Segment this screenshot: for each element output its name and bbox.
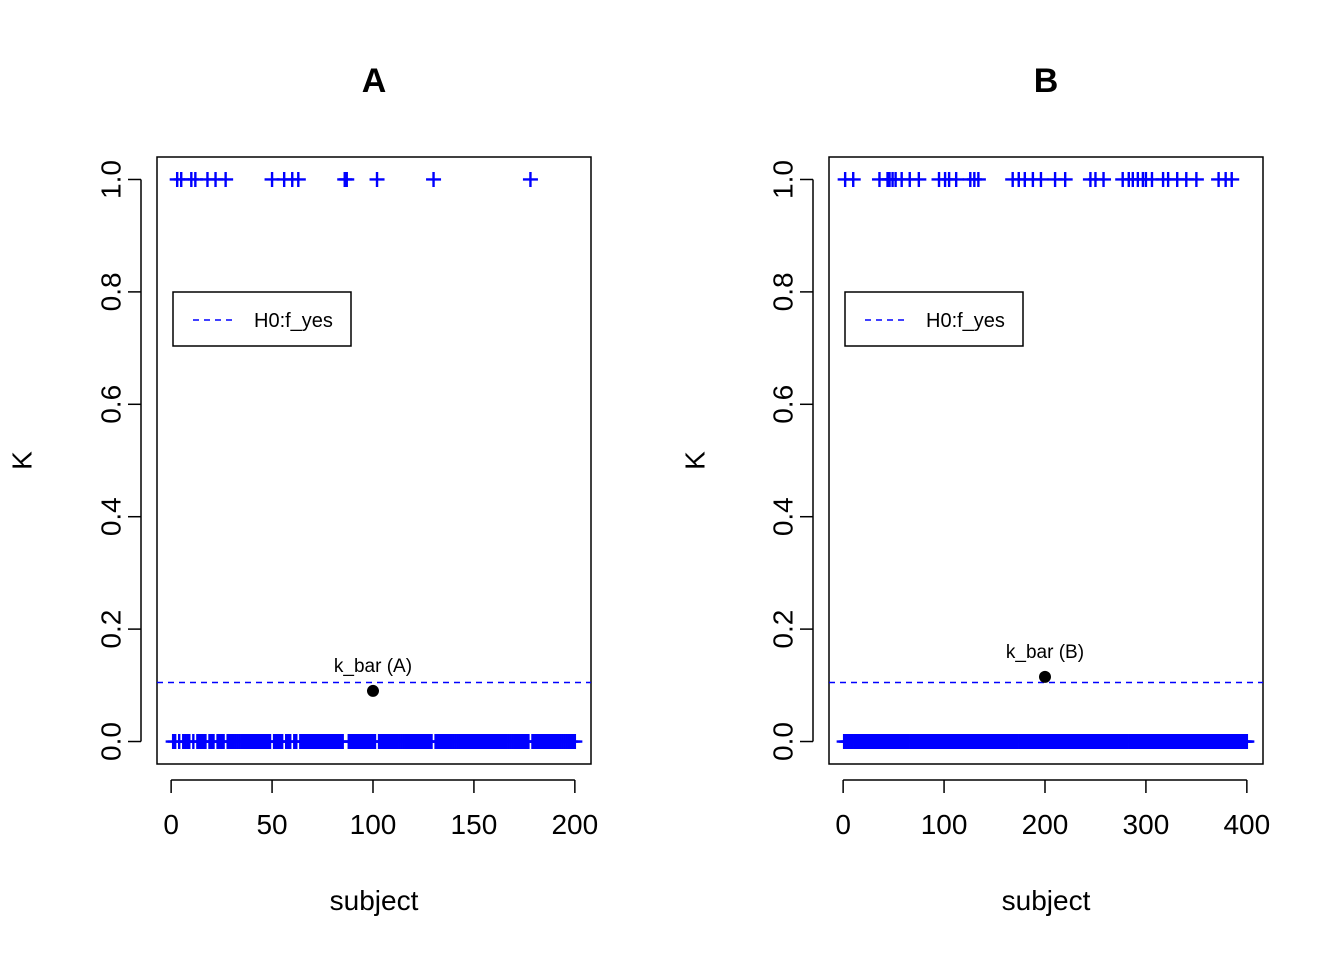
- x-axis-label: subject: [1002, 885, 1091, 916]
- y-tick-label: 0.8: [96, 272, 127, 311]
- x-tick-label: 100: [350, 809, 397, 840]
- data-point-yes: [1224, 171, 1240, 187]
- legend-box: [172, 291, 352, 347]
- data-point-yes: [290, 171, 306, 187]
- data-point-yes: [522, 171, 538, 187]
- y-axis-label: K: [7, 451, 38, 470]
- y-tick-label: 0.8: [768, 272, 799, 311]
- y-tick-label: 0.4: [96, 497, 127, 536]
- panel-b: B 0 100 200 300 400 subject 0.0 0.2 0.4 0.6 0.8 1.0 K…: [680, 62, 1271, 916]
- data-point-yes: [845, 171, 861, 187]
- x-tick-label: 400: [1223, 809, 1270, 840]
- y-tick-label: 1.0: [768, 160, 799, 199]
- chart-title: A: [362, 62, 387, 100]
- legend-box: [844, 291, 1024, 347]
- data-point-yes: [1057, 171, 1073, 187]
- data-points: [165, 171, 583, 750]
- data-point-yes: [369, 171, 385, 187]
- data-point-yes: [218, 171, 234, 187]
- legend: H0:f_yes: [844, 291, 1024, 347]
- data-point-yes: [1188, 171, 1204, 187]
- y-tick-label: 0.4: [768, 497, 799, 536]
- x-tick-label: 300: [1123, 809, 1170, 840]
- x-tick-label: 50: [256, 809, 287, 840]
- y-tick-label: 0.6: [768, 385, 799, 424]
- data-point-yes: [970, 171, 986, 187]
- data-point-yes: [948, 171, 964, 187]
- x-axis-label: subject: [330, 885, 419, 916]
- plot-frame: [156, 156, 592, 765]
- y-tick-label: 0.2: [96, 610, 127, 649]
- y-axis-label: K: [680, 451, 711, 470]
- legend: H0:f_yes: [172, 291, 352, 347]
- chart-title: B: [1034, 62, 1059, 100]
- plot-area: [157, 171, 591, 750]
- x-tick-label: 200: [551, 809, 598, 840]
- x-tick-label: 100: [921, 809, 968, 840]
- y-tick-label: 0.0: [96, 722, 127, 761]
- data-point-yes: [1033, 171, 1049, 187]
- legend-entry: H0:f_yes: [254, 310, 333, 332]
- panel-a: A 0 50 100 150 200 subject 0.0 0.2 0.4 0.6 0.8 1.0 Kk…: [7, 62, 599, 916]
- x-tick-label: 0: [835, 809, 851, 840]
- data-point-no: [567, 734, 583, 750]
- x-tick-label: 0: [163, 809, 179, 840]
- data-point-yes: [339, 171, 355, 187]
- data-point-yes: [426, 171, 442, 187]
- y-tick-label: 1.0: [96, 160, 127, 199]
- k-bar-label: k_bar (B): [1006, 642, 1084, 663]
- y-tick-label: 0.6: [96, 385, 127, 424]
- k-bar-label: k_bar (A): [334, 656, 412, 677]
- data-point-no: [1239, 734, 1255, 750]
- x-tick-label: 200: [1022, 809, 1069, 840]
- y-tick-label: 0.2: [768, 610, 799, 649]
- plot-frame: [828, 156, 1264, 765]
- x-tick-label: 150: [451, 809, 498, 840]
- data-point-yes: [911, 171, 927, 187]
- plot-area: [829, 171, 1263, 750]
- k-bar-point: [1038, 670, 1051, 683]
- legend-entry: H0:f_yes: [926, 310, 1005, 332]
- k-bar-point: [366, 684, 379, 697]
- data-point-yes: [1096, 171, 1112, 187]
- data-points: [836, 171, 1255, 750]
- y-tick-label: 0.0: [768, 722, 799, 761]
